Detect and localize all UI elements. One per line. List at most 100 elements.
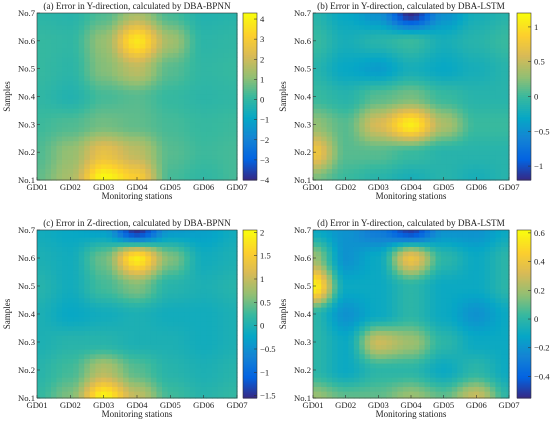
heatmap-cell: [112, 29, 119, 35]
heatmap-cell: [173, 293, 180, 299]
heatmap-cell: [500, 339, 507, 345]
heatmap-cell: [184, 135, 191, 142]
heatmap-cell: [123, 89, 130, 95]
heatmap-cell: [326, 344, 333, 350]
heatmap-cell: [89, 237, 96, 243]
heatmap-cell: [112, 140, 119, 146]
heatmap-cell: [73, 13, 80, 16]
heatmap-cell: [89, 47, 96, 54]
colorbar-step: [517, 36, 531, 40]
heatmap-cell: [206, 154, 213, 160]
heatmap-cell: [128, 173, 135, 179]
heatmap-cell: [424, 52, 431, 58]
heatmap-cell: [484, 358, 491, 364]
heatmap-cell: [89, 395, 96, 399]
colorbar-step: [517, 112, 531, 115]
heatmap-cell: [184, 117, 191, 123]
x-tick-label: GD05: [433, 182, 454, 192]
heatmap-cell: [386, 177, 393, 181]
heatmap-cell: [321, 173, 328, 179]
heatmap-cell: [353, 149, 360, 156]
heatmap-cell: [348, 57, 355, 63]
heatmap-cell: [468, 391, 475, 397]
heatmap-cell: [348, 339, 355, 345]
heatmap-cell: [473, 367, 480, 373]
heatmap-cell: [315, 335, 322, 341]
heatmap-cell: [451, 381, 458, 387]
heatmap-cell: [391, 381, 398, 387]
heatmap-cell: [134, 293, 141, 299]
heatmap-cell: [223, 316, 230, 322]
heatmap-cell: [313, 84, 317, 91]
heatmap-cell: [424, 108, 431, 114]
heatmap-cell: [342, 112, 349, 118]
heatmap-cell: [468, 80, 475, 86]
heatmap-cell: [62, 159, 69, 165]
heatmap-cell: [189, 57, 196, 63]
heatmap-cell: [178, 126, 185, 132]
heatmap-cell: [500, 377, 507, 383]
colorbar-step: [243, 330, 257, 333]
heatmap-cell: [156, 386, 163, 392]
heatmap-cell: [84, 122, 91, 128]
heatmap-cell: [162, 52, 169, 58]
heatmap-cell: [223, 237, 230, 243]
heatmap-cell: [206, 316, 213, 322]
heatmap-cell: [145, 154, 152, 160]
heatmap-cell: [495, 103, 502, 109]
heatmap-cell: [337, 339, 344, 345]
heatmap-cell: [117, 66, 124, 72]
heatmap-cell: [200, 283, 208, 289]
heatmap-cell: [337, 117, 344, 123]
colorbar-tick-label: 1: [260, 74, 264, 84]
heatmap-cell: [457, 131, 464, 137]
heatmap-cell: [332, 349, 339, 355]
colorbar-step: [243, 234, 257, 237]
heatmap-cell: [473, 57, 480, 63]
heatmap-cell: [313, 117, 317, 123]
colorbar-step: [243, 86, 257, 90]
heatmap-cell: [473, 131, 480, 137]
heatmap-cell: [402, 24, 409, 30]
heatmap-cell: [413, 15, 420, 21]
heatmap-cell: [223, 391, 230, 397]
heatmap-cell: [468, 112, 475, 118]
heatmap-cell: [364, 80, 371, 86]
heatmap-cell: [313, 349, 317, 355]
heatmap-cell: [234, 122, 238, 128]
heatmap-cell: [217, 232, 224, 238]
heatmap-cell: [326, 135, 333, 142]
heatmap-cell: [112, 84, 119, 91]
heatmap-cell: [134, 321, 141, 327]
heatmap-cell: [228, 19, 235, 26]
heatmap-cell: [95, 251, 102, 257]
heatmap-cell: [212, 173, 219, 179]
heatmap-cell: [337, 66, 344, 72]
heatmap-cell: [342, 75, 349, 81]
heatmap-cell: [100, 47, 108, 54]
colorbar-step: [517, 46, 531, 50]
heatmap-cell: [397, 377, 404, 383]
heatmap-cell: [342, 154, 349, 160]
heatmap-cell: [506, 52, 510, 58]
heatmap-cell: [56, 297, 63, 303]
heatmap-cell: [435, 122, 442, 128]
heatmap-cell: [435, 98, 442, 105]
colorbar-step: [243, 116, 257, 119]
heatmap-cell: [39, 237, 46, 243]
heatmap-cell: [413, 98, 420, 105]
heatmap-cell: [206, 15, 213, 21]
heatmap-cell: [375, 159, 382, 165]
heatmap-cell: [78, 344, 85, 350]
heatmap-cell: [391, 98, 398, 105]
heatmap-cell: [78, 24, 85, 30]
heatmap-cell: [117, 159, 124, 165]
heatmap-cell: [206, 173, 213, 179]
heatmap-cell: [473, 108, 480, 114]
heatmap-cell: [397, 52, 404, 58]
heatmap-cell: [123, 98, 130, 105]
colorbar-step: [243, 56, 257, 60]
colorbar-step: [243, 92, 257, 96]
heatmap-cell: [95, 149, 102, 156]
heatmap-cell: [89, 274, 96, 280]
